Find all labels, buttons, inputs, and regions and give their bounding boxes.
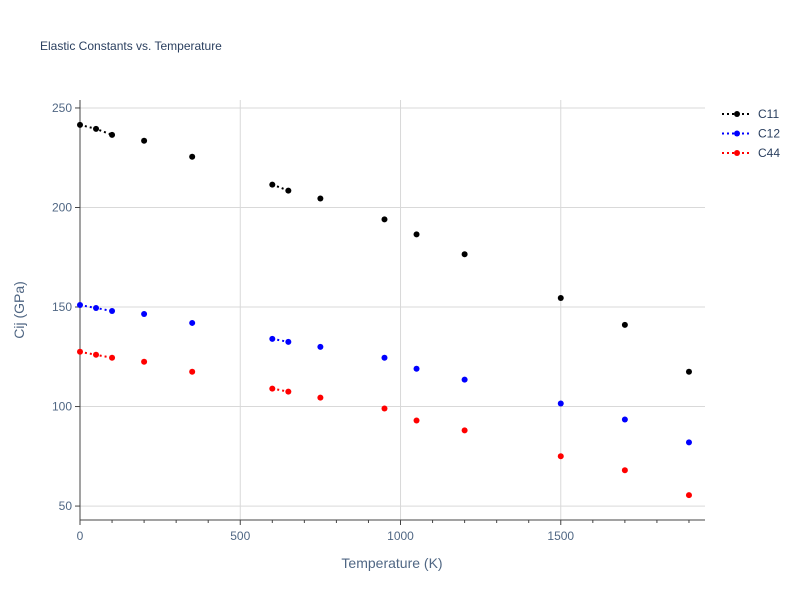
data-point bbox=[189, 153, 196, 160]
data-point bbox=[269, 335, 276, 342]
data-point bbox=[189, 368, 196, 375]
y-tick-label: 150 bbox=[52, 300, 72, 314]
legend-marker bbox=[734, 150, 740, 156]
data-point bbox=[77, 348, 83, 355]
data-point bbox=[461, 376, 468, 383]
x-tick-label: 500 bbox=[230, 529, 250, 543]
data-point bbox=[621, 467, 628, 474]
data-point bbox=[269, 385, 276, 392]
data-point bbox=[461, 427, 468, 434]
legend-label: C11 bbox=[758, 107, 779, 121]
series-c44 bbox=[77, 348, 692, 499]
data-point bbox=[685, 368, 692, 375]
data-point bbox=[381, 405, 388, 412]
legend: C11 C12 C44 bbox=[722, 107, 780, 160]
data-point bbox=[77, 121, 83, 128]
data-point bbox=[381, 354, 388, 361]
legend-marker bbox=[734, 111, 740, 117]
data-point bbox=[685, 492, 692, 499]
data-point bbox=[109, 307, 116, 314]
data-point bbox=[141, 137, 148, 144]
axes: 50 100 150 200 250 0 500 1000 1500 bbox=[52, 100, 705, 543]
data-point bbox=[77, 302, 83, 309]
data-point bbox=[317, 195, 324, 202]
data-point bbox=[685, 439, 692, 446]
series-c11 bbox=[77, 121, 692, 375]
data-point bbox=[317, 394, 324, 401]
data-point bbox=[93, 125, 100, 132]
data-point bbox=[285, 187, 292, 194]
legend-item-c12: C12 bbox=[722, 127, 780, 141]
grid bbox=[80, 100, 705, 520]
legend-item-c11: C11 bbox=[722, 107, 779, 121]
data-point bbox=[189, 319, 196, 326]
data-point bbox=[461, 251, 468, 258]
legend-label: C12 bbox=[758, 127, 780, 141]
data-point bbox=[285, 388, 292, 395]
series-c12 bbox=[77, 302, 692, 446]
data-point bbox=[557, 295, 564, 302]
data-point bbox=[621, 321, 628, 328]
data-point bbox=[381, 216, 388, 223]
chart-title: Elastic Constants vs. Temperature bbox=[40, 39, 222, 53]
y-tick-label: 250 bbox=[52, 101, 72, 115]
y-axis-title: Cij (GPa) bbox=[11, 281, 27, 339]
data-point bbox=[141, 358, 148, 365]
x-axis-title: Temperature (K) bbox=[341, 555, 442, 571]
plot-area bbox=[77, 121, 692, 499]
data-point bbox=[413, 231, 420, 238]
y-tick-label: 50 bbox=[59, 499, 73, 513]
data-point bbox=[141, 310, 148, 317]
legend-marker bbox=[734, 130, 740, 137]
y-tick-label: 200 bbox=[52, 200, 72, 214]
data-point bbox=[413, 417, 420, 424]
data-point bbox=[285, 338, 292, 345]
y-tick-label: 100 bbox=[52, 400, 72, 414]
data-point bbox=[109, 354, 116, 361]
x-tick-label: 1000 bbox=[387, 529, 414, 543]
data-point bbox=[557, 400, 564, 407]
data-point bbox=[269, 181, 276, 188]
x-tick-label: 0 bbox=[77, 529, 84, 543]
legend-item-c44: C44 bbox=[722, 146, 780, 160]
data-point bbox=[557, 453, 564, 460]
x-tick-label: 1500 bbox=[547, 529, 574, 543]
legend-label: C44 bbox=[758, 146, 780, 160]
data-point bbox=[93, 351, 100, 358]
data-point bbox=[93, 305, 100, 312]
data-point bbox=[621, 416, 628, 423]
data-point bbox=[413, 365, 420, 372]
data-point bbox=[317, 343, 324, 350]
data-point bbox=[109, 131, 116, 138]
